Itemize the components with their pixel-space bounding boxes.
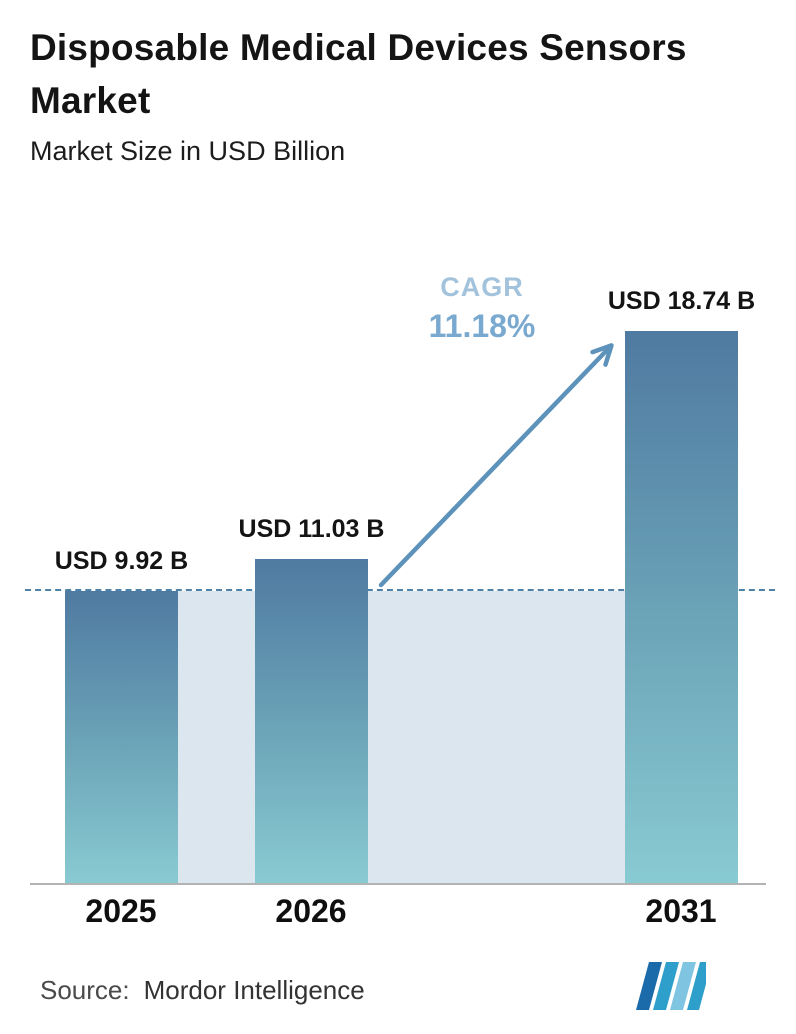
shaded-reference-region bbox=[178, 591, 625, 884]
bar-2031-value-label: USD 18.74 B bbox=[607, 287, 756, 315]
source-row: Source: Mordor Intelligence bbox=[40, 975, 365, 1006]
x-tick-2031: 2031 bbox=[645, 893, 717, 929]
bar-2025-value-label: USD 9.92 B bbox=[54, 547, 189, 575]
bar-2031: USD 18.74 B bbox=[608, 287, 755, 884]
chart-subtitle: Market Size in USD Billion bbox=[30, 136, 346, 166]
bar-2025-fill bbox=[65, 591, 178, 884]
x-tick-2025: 2025 bbox=[85, 893, 157, 929]
x-axis-line bbox=[30, 883, 766, 885]
bar-2031-fill bbox=[625, 331, 738, 884]
x-tick-2026: 2026 bbox=[275, 893, 347, 929]
bar-2026-fill bbox=[255, 559, 368, 884]
cagr-annotation: CAGR 11.18% bbox=[392, 272, 572, 345]
source-label: Source: bbox=[40, 975, 130, 1005]
bar-2026: USD 11.03 B bbox=[239, 515, 384, 884]
bar-2026-value-label: USD 11.03 B bbox=[238, 515, 385, 543]
source-value: Mordor Intelligence bbox=[143, 975, 365, 1005]
cagr-label: CAGR bbox=[440, 272, 524, 302]
chart-title: Disposable Medical Devices Sensors Marke… bbox=[30, 27, 687, 121]
dashed-reference-line bbox=[25, 589, 775, 591]
mordor-intelligence-logo bbox=[636, 962, 706, 1010]
cagr-value: 11.18% bbox=[428, 308, 536, 344]
bar-2025: USD 9.92 B bbox=[55, 547, 188, 884]
